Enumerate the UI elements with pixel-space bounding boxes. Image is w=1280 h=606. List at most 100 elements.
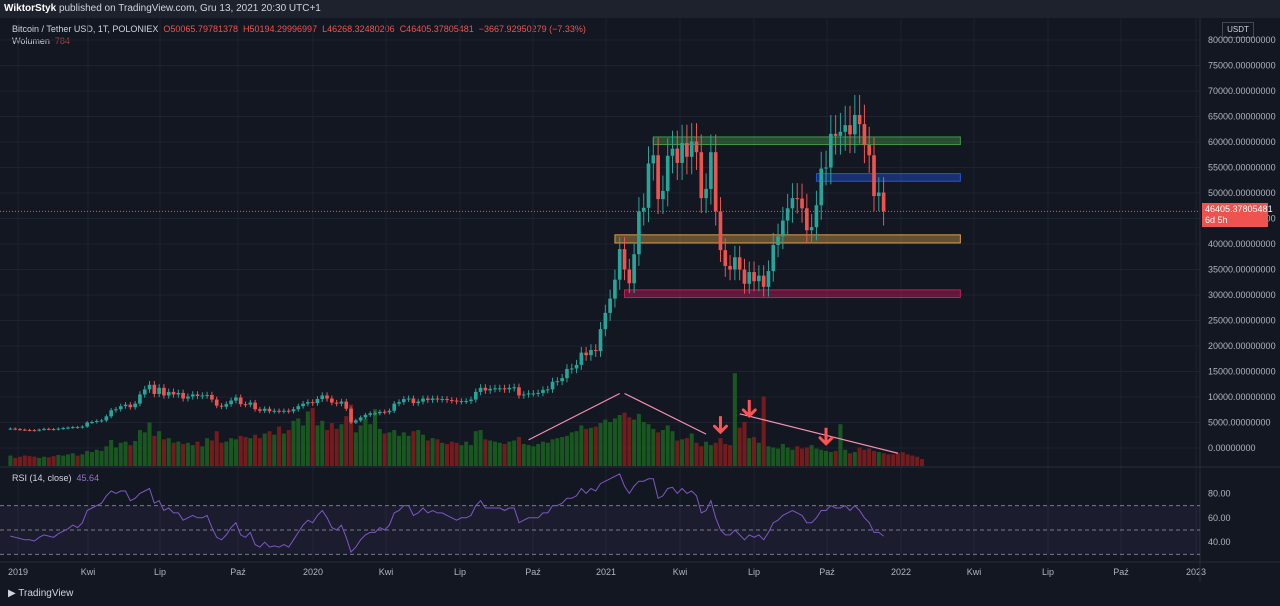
candle-body xyxy=(862,124,867,146)
candle-body xyxy=(685,143,689,157)
candle-body xyxy=(147,384,152,390)
volume-bar xyxy=(478,430,483,466)
volume-trend-line xyxy=(528,392,620,441)
volume-bar xyxy=(262,433,267,466)
rsi-value: 45.64 xyxy=(76,473,100,483)
candle-body xyxy=(286,410,291,412)
volume-bar xyxy=(560,437,565,466)
volume-bar xyxy=(301,425,306,466)
change-value: −3667.92950279 (−7.33%) xyxy=(478,24,586,34)
price-tick-label: 0.00000000 xyxy=(1208,443,1256,453)
time-tick-label: 2022 xyxy=(891,567,911,577)
volume-bar xyxy=(406,435,411,466)
volume-bar xyxy=(65,454,70,466)
candle-body xyxy=(622,249,627,270)
candle-body xyxy=(200,395,205,397)
time-tick-label: Paź xyxy=(230,567,246,577)
volume-bar xyxy=(420,434,426,466)
volume-bar xyxy=(665,425,670,466)
candle-body xyxy=(848,125,852,135)
volume-bar xyxy=(507,441,512,466)
volume-bar xyxy=(99,450,104,466)
volume-bar xyxy=(612,418,617,466)
candle-body xyxy=(857,114,862,125)
candle-body xyxy=(699,152,704,199)
volume-bar xyxy=(310,408,315,466)
candle-body xyxy=(733,257,737,270)
volume-bar xyxy=(233,439,238,466)
candle-body xyxy=(210,394,214,400)
volume-bar xyxy=(660,430,665,466)
rsi-label: RSI (14, close) xyxy=(12,473,72,483)
volume-bar xyxy=(492,441,497,466)
volume-bar xyxy=(113,447,118,466)
candle-body xyxy=(171,391,176,395)
candle-body xyxy=(536,392,540,394)
candle-body xyxy=(838,131,843,136)
close-value: C46405.37805481 xyxy=(399,24,474,34)
volume-bar xyxy=(473,431,478,466)
down-arrow-icon xyxy=(712,416,728,435)
volume-bar xyxy=(32,456,37,466)
candle-body xyxy=(694,141,699,153)
volume-bar xyxy=(190,445,195,466)
volume-bar xyxy=(166,438,171,466)
volume-bar xyxy=(780,443,785,466)
candle-body xyxy=(526,393,531,395)
volume-bar xyxy=(296,418,301,466)
volume-bar xyxy=(752,437,757,466)
volume-bar xyxy=(41,456,46,466)
candle-body xyxy=(109,410,113,417)
volume-bar xyxy=(305,411,310,466)
candle-body xyxy=(320,395,325,400)
volume-bar xyxy=(656,432,661,466)
candle-body xyxy=(483,387,488,391)
volume-bar xyxy=(152,435,157,466)
tradingview-logo[interactable]: ▶ TradingView xyxy=(8,582,73,606)
volume-bar xyxy=(61,455,66,466)
candle-body xyxy=(430,398,435,401)
candle-body xyxy=(593,350,598,352)
volume-bar xyxy=(579,425,584,466)
candle-body xyxy=(70,427,75,429)
volume-bar xyxy=(435,439,440,466)
candle-body xyxy=(502,388,507,390)
candle-body xyxy=(176,392,181,395)
volume-bar xyxy=(680,439,685,466)
volume-bar xyxy=(881,453,886,466)
time-tick-label: Lip xyxy=(1042,567,1054,577)
price-unit-badge[interactable]: USDT xyxy=(1222,22,1254,38)
candle-body xyxy=(651,155,656,164)
volume-bar xyxy=(468,445,474,466)
volume-trend-line xyxy=(624,392,707,435)
volume-bar xyxy=(636,413,641,466)
volume-bar xyxy=(483,439,488,466)
volume-bar xyxy=(871,450,877,466)
volume-bar xyxy=(329,423,334,466)
tradingview-icon: ▶ xyxy=(8,588,19,599)
candle-body xyxy=(190,394,195,397)
volume-bar xyxy=(521,443,526,466)
candle-body xyxy=(401,399,406,403)
candle-body xyxy=(267,408,272,412)
volume-bar xyxy=(238,435,243,466)
candle-body xyxy=(771,245,776,272)
volume-bar xyxy=(344,416,349,466)
candle-body xyxy=(262,408,267,411)
volume-bar xyxy=(118,442,123,466)
time-tick-label: Lip xyxy=(154,567,166,577)
volume-bar xyxy=(94,449,99,466)
time-tick-label: Paź xyxy=(819,567,835,577)
volume-bar xyxy=(540,441,545,466)
volume-bar xyxy=(248,438,253,466)
volume-bar xyxy=(459,445,464,466)
candle-body xyxy=(330,398,334,403)
candle-body xyxy=(18,429,22,431)
volume-bar xyxy=(502,443,507,466)
open-value: O50065.79781378 xyxy=(163,24,238,34)
volume-bar xyxy=(900,452,905,466)
publish-info: published on TradingView.com, Gru 13, 20… xyxy=(58,3,321,14)
candle-body xyxy=(464,401,469,403)
candle-body xyxy=(133,403,137,408)
